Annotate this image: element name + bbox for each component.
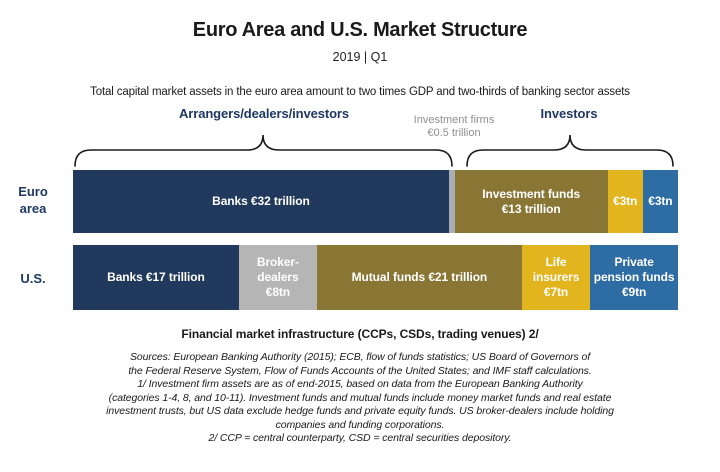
group-label-investors: Investors bbox=[540, 106, 598, 121]
bar-segment-label: Broker- dealers €8tn bbox=[256, 255, 299, 299]
bar-segment-label: Banks €17 trillion bbox=[107, 270, 205, 284]
bar-segment-investment-firms bbox=[448, 170, 455, 233]
footnote-2: 2/ CCP = central counterparty, CSD = cen… bbox=[208, 432, 512, 444]
brace-left-icon bbox=[74, 134, 453, 167]
bar-segment-broker-dealers: Broker- dealers €8tn bbox=[238, 245, 317, 310]
bar-segment-label: Life insurers €7tn bbox=[532, 255, 580, 299]
row-label-us: U.S. bbox=[20, 271, 46, 286]
group-label-arrangers-dealers-investors: Arrangers/dealers/investors bbox=[179, 106, 349, 121]
brace-graphics bbox=[74, 134, 674, 167]
fmi-caption: Financial market infrastructure (CCPs, C… bbox=[181, 327, 539, 341]
row-label-euro-area: Euro area bbox=[18, 184, 48, 216]
bar-segment-mutual-funds: Mutual funds €21 trillion bbox=[316, 245, 522, 310]
footnotes-block: Sources: European Banking Authority (201… bbox=[40, 351, 680, 446]
sources-note: Sources: European Banking Authority (201… bbox=[128, 351, 592, 377]
bar-segment-label: Private pension funds €9tn bbox=[593, 255, 675, 299]
bar-segment-pension-funds: €3tn bbox=[642, 170, 679, 233]
bar-segment-life-insurers: Life insurers €7tn bbox=[521, 245, 591, 310]
bar-segment-investment-funds: Investment funds €13 trillion bbox=[454, 170, 608, 233]
footnote-1: 1/ Investment firm assets are as of end-… bbox=[106, 378, 614, 431]
lead-text: Total capital market assets in the euro … bbox=[90, 86, 630, 98]
bar-segment-label: Banks €32 trillion bbox=[212, 194, 310, 208]
investment-firms-callout: Investment firms €0.5 trillion bbox=[413, 114, 495, 140]
page-title: Euro Area and U.S. Market Structure bbox=[192, 19, 528, 41]
bar-segment-label: Investment funds €13 trillion bbox=[482, 186, 581, 216]
brace-right-icon bbox=[466, 134, 674, 167]
bar-us: Banks €17 trillion Broker- dealers €8tn Mu… bbox=[73, 245, 679, 310]
bar-segment-private-pension-funds: Private pension funds €9tn bbox=[590, 245, 679, 310]
bar-euro-area: Banks €32 trillion Investment funds €13 t… bbox=[73, 170, 679, 233]
bar-segment-label: €3tn bbox=[648, 194, 673, 208]
bar-segment-insurers: €3tn bbox=[607, 170, 643, 233]
period-label: 2019 | Q1 bbox=[332, 50, 388, 64]
bar-segment-label: €3tn bbox=[613, 194, 638, 208]
bar-segment-label: Mutual funds €21 trillion bbox=[351, 270, 488, 284]
bar-segment-banks: Banks €17 trillion bbox=[73, 245, 239, 310]
bar-segment-banks: Banks €32 trillion bbox=[73, 170, 449, 233]
